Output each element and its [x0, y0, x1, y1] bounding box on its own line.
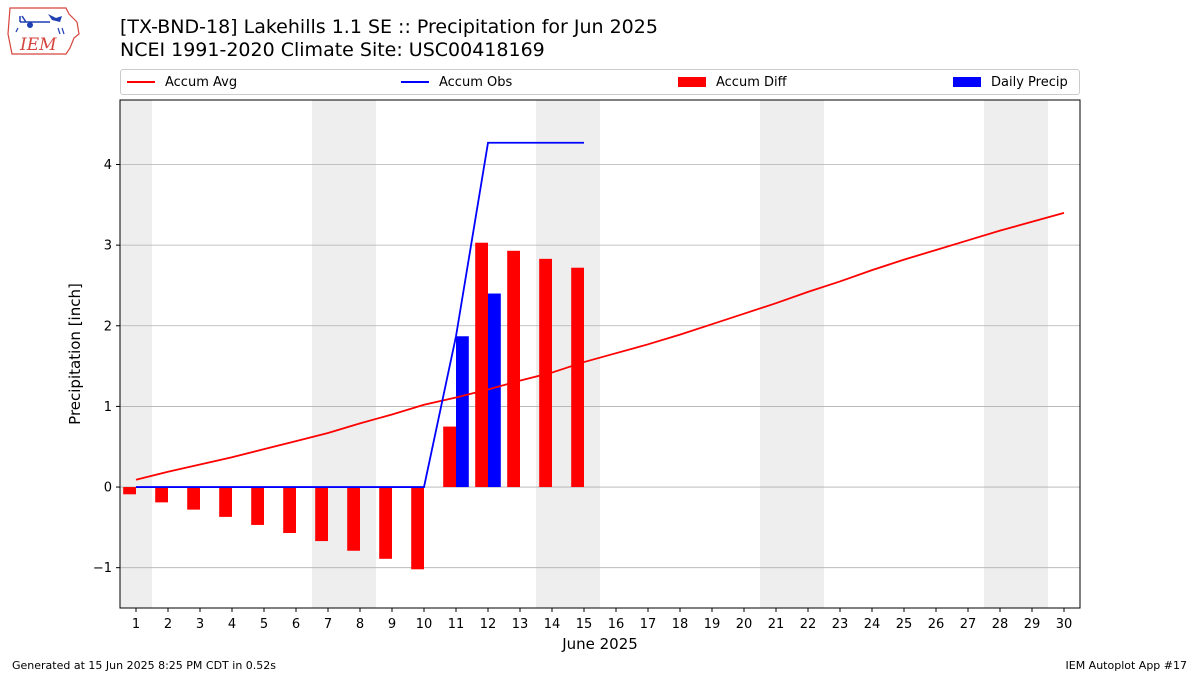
legend-swatch-accum-obs — [401, 81, 429, 83]
x-tick-label-4: 4 — [228, 617, 236, 632]
accum-diff-bar-day-11 — [443, 426, 456, 488]
accum-diff-bar-day-15 — [571, 267, 584, 488]
legend-swatch-accum-avg — [127, 81, 155, 83]
chart-title: [TX-BND-18] Lakehills 1.1 SE :: Precipit… — [120, 16, 658, 38]
x-tick-label-24: 24 — [864, 617, 881, 632]
legend-label-accum-avg: Accum Avg — [165, 74, 238, 90]
logo-station-dot — [27, 22, 33, 28]
logo-cloud-shape — [48, 14, 62, 22]
logo-rain-marks — [15, 27, 65, 35]
x-tick-label-29: 29 — [1024, 617, 1041, 632]
x-tick-label-8: 8 — [356, 617, 364, 632]
accum-diff-bar-day-4 — [219, 487, 232, 517]
accum-diff-bar-day-10 — [411, 487, 424, 570]
accum-avg-line — [135, 212, 1065, 481]
weekend-shade-day-28 — [984, 100, 1016, 608]
weekend-shade-day-21 — [760, 100, 792, 608]
y-tick-label-3: 3 — [104, 239, 112, 254]
x-tick-label-21: 21 — [768, 617, 785, 632]
daily-precip-bar-day-12 — [488, 293, 501, 488]
y-tick-label-0: 0 — [104, 481, 112, 496]
y-tick-label--1: −1 — [93, 561, 112, 576]
x-tick-label-7: 7 — [324, 617, 332, 632]
x-tick-label-30: 30 — [1056, 617, 1073, 632]
accum-obs-line — [136, 141, 584, 488]
x-tick-label-2: 2 — [164, 617, 172, 632]
y-tick-label-1: 1 — [104, 400, 112, 415]
y-tick-label-4: 4 — [104, 158, 112, 173]
legend-swatch-accum-diff — [678, 77, 706, 87]
accum-diff-bar-day-14 — [539, 258, 552, 488]
generated-timestamp: Generated at 15 Jun 2025 8:25 PM CDT in … — [12, 659, 277, 672]
daily-precip-bar-day-11 — [456, 336, 469, 488]
x-tick-label-27: 27 — [960, 617, 977, 632]
x-axis-label: June 2025 — [561, 635, 638, 653]
x-tick-label-20: 20 — [736, 617, 753, 632]
legend-label-daily-precip: Daily Precip — [991, 74, 1068, 90]
chart-legend: Accum Avg Accum Obs Accum Diff Daily Pre… — [120, 69, 1080, 95]
accum-diff-bar-day-6 — [283, 487, 296, 534]
x-tick-label-14: 14 — [544, 617, 561, 632]
legend-item-daily-precip: Daily Precip — [953, 73, 1068, 91]
legend-label-accum-obs: Accum Obs — [439, 74, 513, 90]
x-tick-label-11: 11 — [448, 617, 465, 632]
accum-diff-bar-day-9 — [379, 487, 392, 559]
x-tick-label-9: 9 — [388, 617, 396, 632]
accum-diff-bar-day-3 — [187, 487, 200, 510]
legend-item-accum-avg: Accum Avg — [127, 73, 237, 91]
accum-diff-bar-day-13 — [507, 250, 520, 488]
x-tick-label-10: 10 — [416, 617, 433, 632]
legend-swatch-daily-precip — [953, 77, 981, 87]
x-tick-label-18: 18 — [672, 617, 689, 632]
x-tick-label-28: 28 — [992, 617, 1009, 632]
x-tick-label-13: 13 — [512, 617, 529, 632]
legend-label-accum-diff: Accum Diff — [716, 74, 787, 90]
x-tick-label-1: 1 — [132, 617, 140, 632]
x-tick-label-17: 17 — [640, 617, 657, 632]
x-tick-label-5: 5 — [260, 617, 268, 632]
x-tick-label-6: 6 — [292, 617, 300, 632]
x-tick-label-26: 26 — [928, 617, 945, 632]
x-tick-label-3: 3 — [196, 617, 204, 632]
y-axis-label: Precipitation [inch] — [66, 283, 84, 425]
legend-item-accum-diff: Accum Diff — [678, 73, 787, 91]
x-tick-label-16: 16 — [608, 617, 625, 632]
accum-diff-bar-day-1 — [123, 487, 136, 495]
logo-text: IEM — [19, 35, 57, 55]
x-tick-label-15: 15 — [576, 617, 593, 632]
accum-diff-bar-day-5 — [251, 487, 264, 525]
iowa-state-outline — [7, 7, 80, 55]
iem-logo: IEM — [7, 7, 80, 55]
x-tick-label-19: 19 — [704, 617, 721, 632]
plot-frame — [119, 99, 1081, 609]
app-credit: IEM Autoplot App #17 — [1065, 659, 1188, 672]
x-tick-label-25: 25 — [896, 617, 913, 632]
accum-diff-bar-day-12 — [475, 242, 488, 488]
x-tick-label-22: 22 — [800, 617, 817, 632]
accum-diff-bar-day-2 — [155, 487, 168, 503]
legend-item-accum-obs: Accum Obs — [401, 73, 512, 91]
chart-title-block: [TX-BND-18] Lakehills 1.1 SE :: Precipit… — [120, 16, 658, 62]
y-tick-label-2: 2 — [104, 319, 112, 334]
x-tick-label-12: 12 — [480, 617, 497, 632]
weekend-shade-day-29 — [1016, 100, 1048, 608]
accum-diff-bar-day-8 — [347, 487, 360, 551]
x-tick-label-23: 23 — [832, 617, 849, 632]
logo-wind-barb — [19, 15, 50, 23]
chart-subtitle: NCEI 1991-2020 Climate Site: USC00418169 — [120, 39, 545, 61]
weekend-shade-day-22 — [792, 100, 824, 608]
weekend-shade-day-1 — [120, 100, 152, 608]
accum-diff-bar-day-7 — [315, 487, 328, 542]
